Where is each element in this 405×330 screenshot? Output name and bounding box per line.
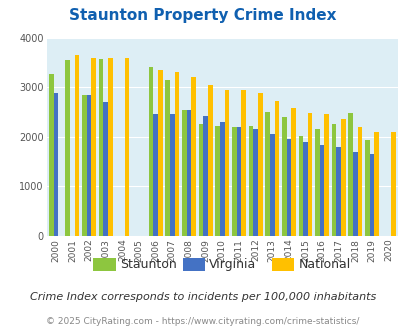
Bar (87, 95, 91, 236)
Bar (241, 90, 245, 236)
Bar (220, 122, 224, 236)
Bar (357, 127, 362, 236)
Text: National: National (298, 258, 350, 271)
Bar (75, 55, 79, 236)
Bar (303, 143, 307, 236)
Bar (364, 141, 369, 236)
Bar (224, 90, 229, 236)
Bar (215, 126, 220, 236)
Bar (257, 93, 262, 236)
Bar (198, 123, 203, 236)
Bar (281, 117, 286, 236)
Bar (170, 114, 174, 236)
Text: © 2025 CityRating.com - https://www.cityrating.com/crime-statistics/: © 2025 CityRating.com - https://www.city… (46, 317, 359, 326)
Bar (236, 127, 241, 236)
Bar (207, 85, 212, 236)
Bar (340, 119, 345, 236)
Bar (369, 154, 373, 236)
Text: Staunton: Staunton (119, 258, 176, 271)
Bar (165, 80, 170, 236)
Bar (103, 102, 108, 236)
Bar (331, 124, 336, 236)
Bar (82, 95, 87, 236)
Bar (203, 116, 207, 236)
Bar (248, 126, 253, 236)
Bar (253, 129, 257, 236)
Bar (307, 113, 312, 236)
Bar (390, 132, 395, 236)
Bar (174, 72, 179, 236)
Bar (49, 74, 53, 236)
Bar (181, 110, 186, 236)
Bar (148, 67, 153, 236)
Bar (65, 60, 70, 236)
Bar (286, 139, 290, 236)
Bar (191, 77, 196, 236)
Bar (153, 114, 158, 236)
Bar (98, 59, 103, 236)
Bar (336, 147, 340, 236)
Bar (373, 132, 378, 236)
Text: Crime Index corresponds to incidents per 100,000 inhabitants: Crime Index corresponds to incidents per… (30, 292, 375, 302)
Bar (269, 134, 274, 236)
Bar (314, 129, 319, 236)
Bar (290, 108, 295, 236)
Bar (264, 112, 269, 236)
Bar (91, 58, 96, 236)
Bar (352, 152, 357, 236)
Bar (274, 101, 279, 236)
Text: Virginia: Virginia (209, 258, 256, 271)
Bar (319, 145, 324, 236)
Bar (324, 114, 328, 236)
Text: Staunton Property Crime Index: Staunton Property Crime Index (69, 8, 336, 23)
Bar (231, 127, 236, 236)
Bar (347, 113, 352, 236)
Bar (186, 110, 191, 236)
Bar (108, 58, 113, 236)
Bar (53, 93, 58, 236)
Bar (158, 70, 162, 236)
Bar (124, 58, 129, 236)
Bar (298, 137, 303, 236)
